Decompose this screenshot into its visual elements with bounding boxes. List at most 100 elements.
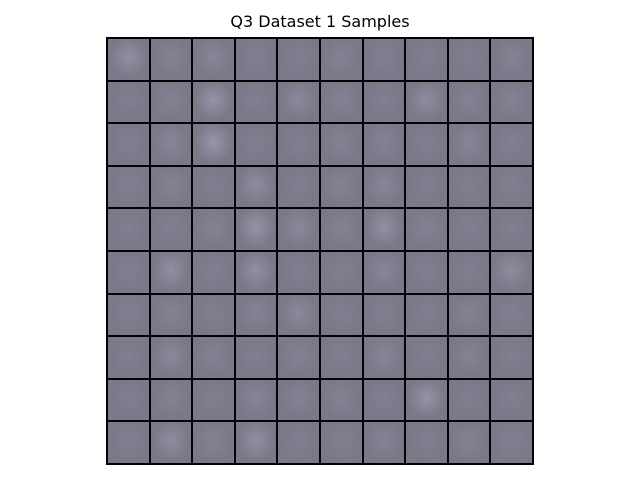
sample-tile	[235, 81, 277, 123]
sample-tile	[235, 209, 277, 250]
sample-tile	[363, 337, 405, 378]
sample-tile	[150, 251, 192, 293]
sample-tile	[320, 294, 362, 336]
sample-tile	[278, 379, 319, 421]
sample-tile	[108, 81, 149, 123]
sample-tile	[448, 39, 490, 80]
sample-tile	[278, 337, 319, 378]
sample-tile	[491, 422, 532, 463]
sample-tile	[491, 379, 532, 421]
sample-tile	[108, 379, 149, 421]
sample-tile	[193, 294, 234, 336]
sample-tile	[363, 422, 405, 463]
sample-tile	[406, 251, 447, 293]
sample-tile	[406, 81, 447, 123]
sample-tile	[150, 166, 192, 208]
sample-tile	[491, 294, 532, 336]
sample-tile	[320, 379, 362, 421]
sample-tile	[108, 294, 149, 336]
sample-tile	[448, 251, 490, 293]
sample-tile	[150, 124, 192, 165]
sample-tile	[278, 422, 319, 463]
sample-tile	[193, 422, 234, 463]
sample-grid-frame	[106, 37, 534, 465]
sample-tile	[235, 337, 277, 378]
sample-tile	[491, 166, 532, 208]
sample-tile	[363, 166, 405, 208]
sample-tile	[278, 166, 319, 208]
sample-tile	[193, 81, 234, 123]
figure-title: Q3 Dataset 1 Samples	[230, 12, 410, 31]
sample-tile	[108, 39, 149, 80]
sample-tile	[193, 251, 234, 293]
sample-grid	[108, 39, 532, 463]
sample-tile	[406, 337, 447, 378]
sample-tile	[150, 294, 192, 336]
sample-tile	[448, 124, 490, 165]
sample-tile	[193, 379, 234, 421]
sample-tile	[193, 124, 234, 165]
sample-tile	[235, 39, 277, 80]
sample-tile	[108, 124, 149, 165]
sample-tile	[108, 251, 149, 293]
sample-tile	[406, 294, 447, 336]
sample-tile	[363, 81, 405, 123]
sample-tile	[363, 251, 405, 293]
sample-tile	[235, 294, 277, 336]
sample-tile	[108, 337, 149, 378]
sample-tile	[448, 294, 490, 336]
sample-tile	[363, 209, 405, 250]
sample-tile	[320, 209, 362, 250]
sample-tile	[363, 39, 405, 80]
sample-tile	[278, 294, 319, 336]
sample-tile	[320, 251, 362, 293]
sample-tile	[448, 379, 490, 421]
sample-tile	[491, 337, 532, 378]
sample-tile	[320, 337, 362, 378]
sample-tile	[235, 379, 277, 421]
sample-tile	[406, 166, 447, 208]
sample-tile	[448, 81, 490, 123]
sample-tile	[235, 422, 277, 463]
sample-tile	[491, 124, 532, 165]
sample-tile	[108, 209, 149, 250]
sample-tile	[491, 251, 532, 293]
sample-tile	[278, 209, 319, 250]
sample-tile	[108, 166, 149, 208]
sample-tile	[491, 39, 532, 80]
sample-tile	[448, 422, 490, 463]
sample-tile	[193, 337, 234, 378]
sample-tile	[193, 209, 234, 250]
sample-tile	[235, 124, 277, 165]
sample-tile	[363, 124, 405, 165]
sample-tile	[108, 422, 149, 463]
sample-tile	[278, 39, 319, 80]
sample-tile	[320, 166, 362, 208]
sample-tile	[448, 337, 490, 378]
sample-tile	[150, 422, 192, 463]
sample-tile	[406, 209, 447, 250]
sample-tile	[491, 209, 532, 250]
sample-tile	[193, 39, 234, 80]
sample-tile	[150, 209, 192, 250]
sample-tile	[150, 379, 192, 421]
sample-tile	[150, 337, 192, 378]
sample-tile	[406, 39, 447, 80]
sample-tile	[235, 166, 277, 208]
sample-tile	[278, 251, 319, 293]
sample-tile	[406, 422, 447, 463]
sample-tile	[320, 124, 362, 165]
sample-tile	[320, 39, 362, 80]
sample-tile	[193, 166, 234, 208]
sample-tile	[406, 124, 447, 165]
sample-tile	[448, 166, 490, 208]
sample-tile	[448, 209, 490, 250]
sample-tile	[150, 39, 192, 80]
sample-tile	[150, 81, 192, 123]
sample-tile	[363, 294, 405, 336]
sample-tile	[406, 379, 447, 421]
sample-tile	[320, 81, 362, 123]
sample-tile	[235, 251, 277, 293]
sample-tile	[278, 81, 319, 123]
